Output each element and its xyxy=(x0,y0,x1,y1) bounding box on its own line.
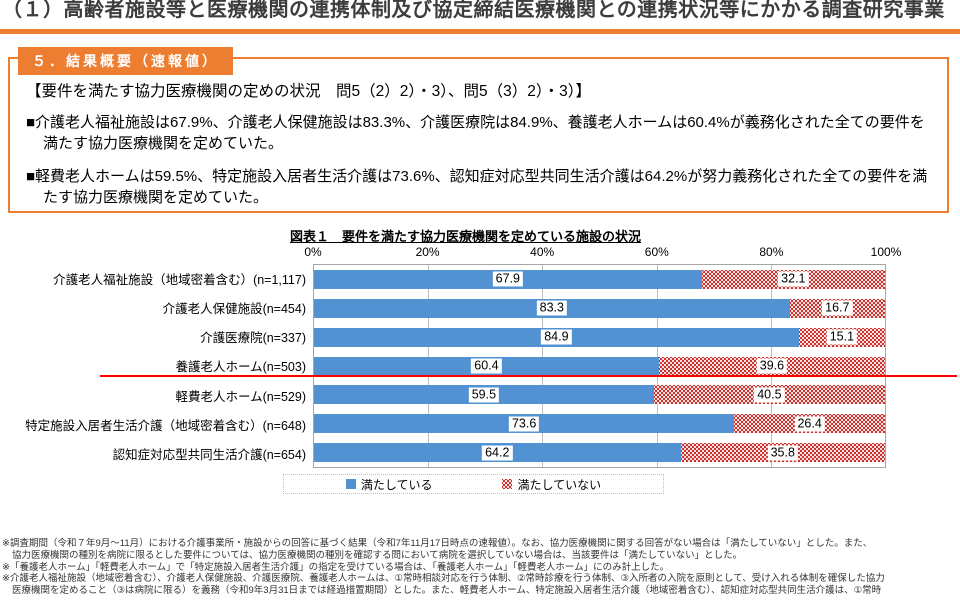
x-axis-ticks: 0% 20% 40% 60% 80% 100% xyxy=(304,245,901,260)
bar-row: 64.2 35.8 xyxy=(314,438,885,467)
footnote-line: ※「養護老人ホーム」「軽費老人ホーム」で「特定施設入居者生活介護」の指定を受けて… xyxy=(2,561,670,573)
legend-swatch-not-met-icon xyxy=(502,479,513,489)
chart-legend: 満たしている 満たしていない xyxy=(283,474,664,494)
chart-title: 図表１ 要件を満たす協力医療機関を定めている施設の状況 xyxy=(290,229,642,244)
bar-value-label-met: 59.5 xyxy=(468,387,500,403)
bar-value-label-not-met: 39.6 xyxy=(756,358,788,374)
page-title: （１）高齢者施設等と医療機関の連携体制及び協定締結医療機関との連携状況等にかかる… xyxy=(2,0,945,21)
orange-divider-rule xyxy=(0,29,960,34)
bar-value-label-met: 73.6 xyxy=(508,416,540,432)
legend-item-met: 満たしている xyxy=(345,476,433,493)
category-label: 軽費老人ホーム(n=529) xyxy=(175,389,306,404)
bar-value-label-not-met: 15.1 xyxy=(826,329,858,345)
plot-area: 67.9 32.1 83.3 16.7 84.9 15.1 60.4 39.6 59.5 40.5… xyxy=(313,264,886,468)
bar-row: 59.5 40.5 xyxy=(314,380,885,409)
x-axis-tick-label: 80% xyxy=(759,245,784,259)
category-label: 特定施設入居者生活介護（地域密着含む）(n=648) xyxy=(25,418,306,433)
bar-value-label-not-met: 26.4 xyxy=(794,416,825,432)
bar-value-label-met: 64.2 xyxy=(482,445,513,461)
bar-row: 83.3 16.7 xyxy=(314,294,885,323)
red-annotation-line xyxy=(100,375,957,377)
summary-bullet-2: ■軽費老人ホームは59.5%、特定施設入居者生活介護は73.6%、認知症対応型共… xyxy=(26,167,928,206)
category-label: 介護老人保健施設(n=454) xyxy=(162,302,306,317)
bar-value-label-not-met: 40.5 xyxy=(754,387,785,403)
results-summary-box: ５．結果概要（速報値） 【要件を満たす協力医療機関の定めの状況 問5（2）2）・… xyxy=(8,47,949,213)
footnote-line: ※調査期間（令和７年9月～11月）における介護事業所・施設からの回答に基づく結果… xyxy=(2,538,873,549)
bar-value-label-met: 60.4 xyxy=(471,358,502,374)
x-axis-tick-label: 0% xyxy=(304,245,322,259)
summary-heading: 【要件を満たす協力医療機関の定めの状況 問5（2）2）・3）、問5（3）2）・3… xyxy=(26,83,591,100)
legend-label-met: 満たしている xyxy=(360,477,433,492)
bar-row: 67.9 32.1 xyxy=(314,265,885,294)
x-axis-tick-label: 100% xyxy=(870,245,902,259)
figure-1-chart: 図表１ 要件を満たす協力医療機関を定めている施設の状況 0% 20% 40% 60% 8… xyxy=(0,222,960,477)
legend-label-not-met: 満たしていない xyxy=(517,477,602,492)
category-label: 介護医療院(n=337) xyxy=(200,331,306,346)
x-axis-tick-label: 40% xyxy=(530,245,555,259)
bar-value-label-not-met: 16.7 xyxy=(822,300,853,316)
summary-bullet-1: ■介護老人福祉施設は67.9%、介護老人保健施設は83.3%、介護医療院は84.… xyxy=(26,114,925,153)
footnote-line: 医療機関を定めること（③は病院に限る）を義務（令和9年3月31日までは経過措置期… xyxy=(12,585,882,597)
category-label: 介護老人福祉施設（地域密着含む）(n=1,117) xyxy=(53,273,306,288)
legend-item-not-met: 満たしていない xyxy=(502,476,601,493)
bar-value-label-not-met: 32.1 xyxy=(778,271,809,287)
footnotes: ※調査期間（令和７年9月～11月）における介護事業所・施設からの回答に基づく結果… xyxy=(2,538,958,597)
x-axis-tick-label: 20% xyxy=(415,245,440,259)
category-label: 養護老人ホーム(n=503) xyxy=(175,360,306,375)
legend-swatch-met-icon xyxy=(345,479,356,489)
section-badge: ５．結果概要（速報値） xyxy=(18,47,233,75)
category-axis: 介護老人福祉施設（地域密着含む）(n=1,117) 介護老人保健施設(n=454)… xyxy=(0,264,306,468)
footnote-line: ※介護老人福祉施設（地域密着含む）、介護老人保健施設、介護医療院、養護老人ホーム… xyxy=(2,573,885,585)
bar-value-label-met: 84.9 xyxy=(541,329,572,345)
footnote-line: 協力医療機関の種別を病院に限るとした要件については、協力医療機関の種別を確認する… xyxy=(12,549,743,561)
bar-value-label-met: 83.3 xyxy=(536,300,567,316)
x-axis-tick-label: 60% xyxy=(644,245,669,259)
bar-row: 73.6 26.4 xyxy=(314,409,885,438)
bar-row: 84.9 15.1 xyxy=(314,323,885,352)
bar-row: 60.4 39.6 xyxy=(314,352,885,381)
bar-value-label-met: 67.9 xyxy=(492,271,524,287)
bar-value-label-not-met: 35.8 xyxy=(767,445,798,461)
category-label: 認知症対応型共同生活介護(n=654) xyxy=(112,447,306,462)
